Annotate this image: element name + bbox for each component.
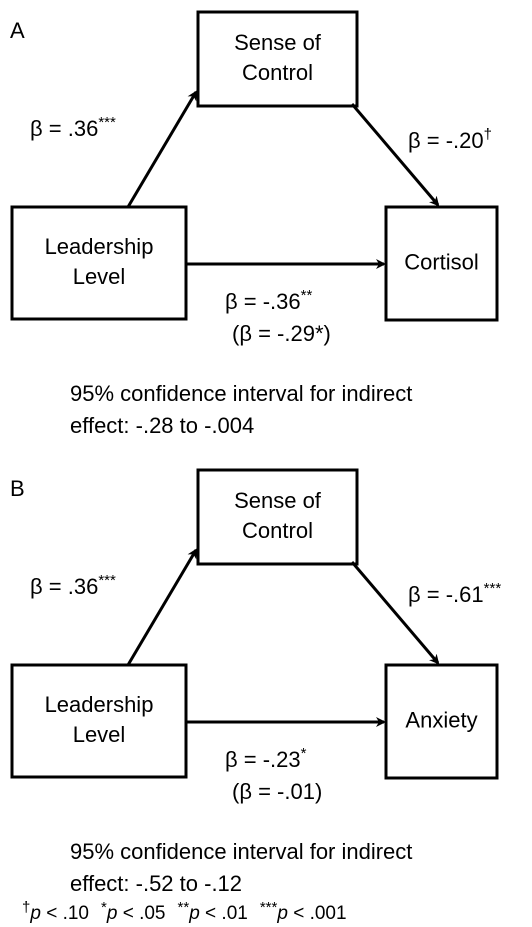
- footnote-mark: **: [178, 899, 190, 916]
- coefficient-text: β = -.61: [408, 582, 484, 607]
- significance-mark: †: [484, 126, 492, 143]
- node-label: Level: [73, 722, 126, 747]
- node-label: Level: [73, 264, 126, 289]
- node-label: Sense of: [234, 30, 322, 55]
- coefficient-text: β = -.20: [408, 128, 484, 153]
- confidence-interval: 95% confidence interval for indirect: [70, 381, 412, 406]
- coefficient-text: β = .36: [30, 116, 98, 141]
- footnote-threshold: < .05: [117, 903, 165, 924]
- significance-mark: ***: [484, 580, 502, 597]
- node-box: [10, 205, 188, 321]
- path-coefficient: β = .36***: [30, 114, 116, 141]
- direct-effect: (β = -.29*): [232, 321, 331, 346]
- confidence-interval: effect: -.28 to -.004: [70, 413, 254, 438]
- panel-label: B: [10, 476, 25, 501]
- footnote-p: p: [106, 903, 118, 924]
- coefficient-text: β = -.23: [225, 747, 301, 772]
- footnote-threshold: < .01: [200, 903, 248, 924]
- arrow: [126, 548, 198, 666]
- arrow: [350, 103, 440, 207]
- confidence-interval: effect: -.52 to -.12: [70, 871, 242, 896]
- footnote-threshold: < .10: [41, 903, 89, 924]
- footnote-p: p: [276, 903, 288, 924]
- footnote-p: p: [29, 903, 41, 924]
- arrow: [350, 561, 440, 665]
- path-coefficient: β = .36***: [30, 572, 116, 599]
- panel: B Sense of Control Leadership Level Anxiety β …: [10, 468, 501, 896]
- node-label: Leadership: [45, 692, 154, 717]
- node-box: [196, 468, 359, 566]
- node-label: Leadership: [45, 234, 154, 259]
- coefficient-text: β = .36: [30, 574, 98, 599]
- significance-mark: ***: [98, 572, 116, 589]
- path-coefficient: β = -.23*: [225, 745, 307, 772]
- node-box: [384, 205, 499, 322]
- significance-mark: *: [301, 745, 307, 762]
- node-label: Anxiety: [405, 707, 477, 732]
- footnote-mark: †: [22, 899, 30, 916]
- significance-mark: ***: [98, 114, 116, 131]
- footnote: †p < .10 *p < .05 **p < .01 ***p < .001: [22, 899, 347, 924]
- direct-effect: (β = -.01): [232, 779, 322, 804]
- path-coefficient: β = -.36**: [225, 287, 312, 314]
- footnote-p: p: [188, 903, 200, 924]
- coefficient-text: β = -.36: [225, 289, 301, 314]
- path-coefficient: β = -.20†: [408, 126, 492, 153]
- node-label: Control: [242, 518, 313, 543]
- node-box: [384, 663, 499, 780]
- footnote-mark: *: [101, 899, 107, 916]
- footnote-threshold: < .001: [288, 903, 347, 924]
- significance-mark: **: [301, 287, 313, 304]
- footnote-mark: ***: [260, 899, 278, 916]
- node-label: Control: [242, 60, 313, 85]
- panel: A Sense of Control Leadership Level Cortisol β…: [10, 10, 499, 438]
- node-box: [196, 10, 359, 108]
- panel-label: A: [10, 18, 25, 43]
- node-label: Sense of: [234, 488, 322, 513]
- path-coefficient: β = -.61***: [408, 580, 501, 607]
- node-label: Cortisol: [404, 249, 479, 274]
- confidence-interval: 95% confidence interval for indirect: [70, 839, 412, 864]
- arrow: [126, 90, 198, 208]
